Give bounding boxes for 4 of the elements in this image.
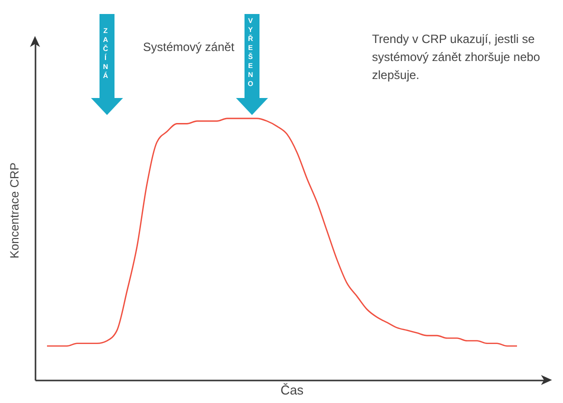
text: Trendy v CRP ukazují, jestli se systémový zánět zhoršuje nebo zlepšuje. [372, 31, 542, 84]
text: Systémový zánět [143, 40, 234, 54]
x-axis-title: Čas [280, 382, 304, 398]
y-axis-title: Koncentrace CRP [8, 162, 22, 259]
